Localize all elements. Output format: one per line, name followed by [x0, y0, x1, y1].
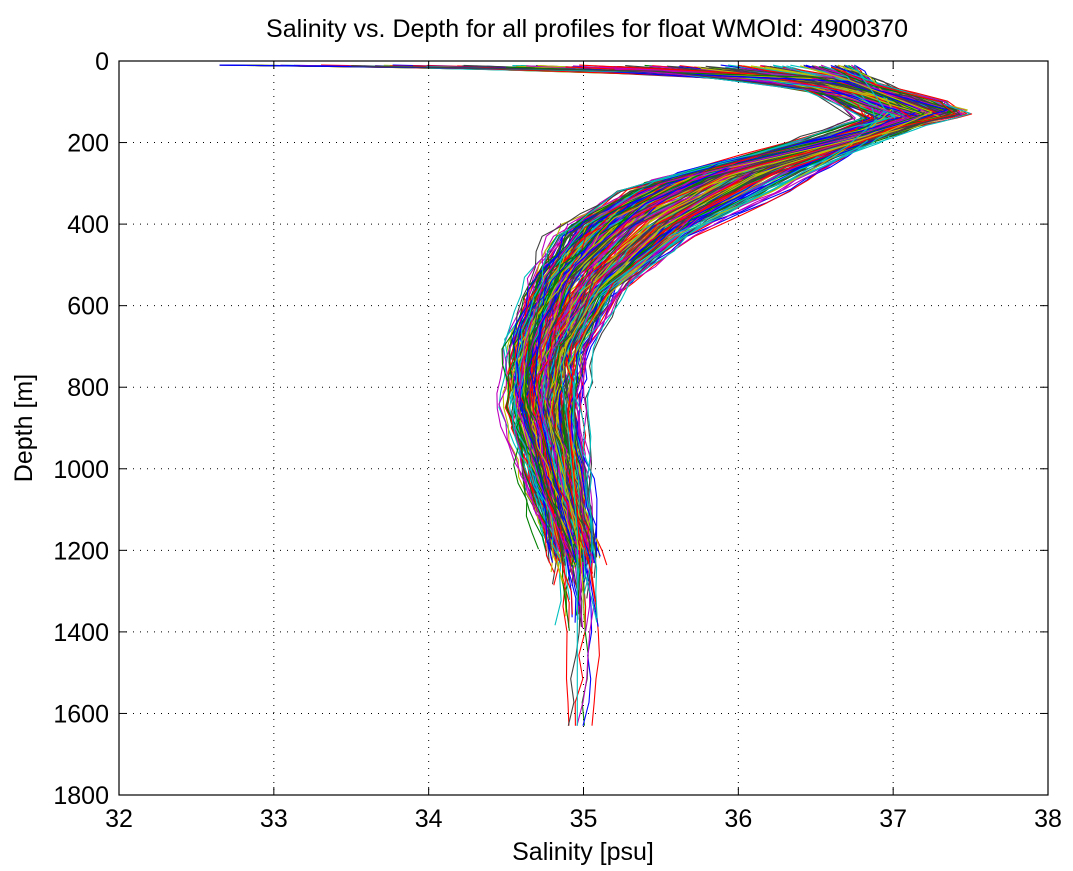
y-tick-label: 1000	[53, 456, 109, 484]
profile-line	[579, 66, 968, 566]
profile-line	[358, 65, 863, 557]
y-tick-label: 600	[67, 293, 109, 321]
profile-line	[219, 64, 922, 563]
profile-line	[555, 66, 945, 562]
x-tick-label: 32	[105, 805, 133, 833]
y-tick-label: 800	[67, 374, 109, 402]
axis-ticks: 32 33 34 35 36 37 38 0 200 400 600 800 1000 1200 1400 1…	[53, 48, 1062, 833]
y-axis-label: Depth [m]	[10, 374, 38, 482]
profile-line	[577, 66, 957, 569]
profile-line	[299, 65, 920, 559]
profile-line	[532, 66, 939, 548]
profile-line	[566, 66, 957, 567]
profile-line	[351, 65, 879, 557]
profile-line	[568, 66, 952, 565]
profile-line	[557, 66, 956, 567]
profile-line	[572, 66, 973, 564]
profile-line	[563, 66, 952, 558]
y-tick-label: 200	[67, 130, 109, 158]
profile-line	[559, 66, 944, 565]
profile-line	[355, 65, 866, 557]
profile-line	[566, 67, 956, 558]
profile-line	[563, 66, 953, 567]
profile-line	[569, 65, 934, 596]
profile-line	[585, 66, 971, 563]
profile-line	[564, 66, 961, 564]
y-tick-label: 1600	[53, 700, 109, 728]
profile-line	[361, 65, 865, 559]
profile-line	[558, 66, 946, 559]
profile-line	[564, 66, 964, 559]
y-tick-label: 0	[95, 48, 109, 76]
profile-line	[351, 65, 853, 557]
profile-line	[522, 65, 913, 550]
profile-line	[219, 64, 948, 563]
x-tick-label: 37	[879, 805, 907, 833]
profiles	[219, 64, 973, 726]
x-tick-label: 35	[570, 805, 598, 833]
profile-line	[556, 66, 935, 565]
y-tick-label: 400	[67, 211, 109, 239]
x-axis-label: Salinity [psu]	[512, 838, 654, 866]
profile-line	[561, 66, 939, 576]
profile-line	[571, 66, 950, 561]
chart-title: Salinity vs. Depth for all profiles for …	[266, 15, 908, 43]
profile-line	[506, 66, 925, 547]
profile-line	[553, 66, 939, 566]
profile-line	[570, 66, 954, 575]
profile-line	[551, 66, 947, 567]
y-tick-label: 1400	[53, 619, 109, 647]
profile-line	[571, 66, 955, 567]
profile-line	[548, 65, 933, 551]
profile-line	[570, 66, 949, 567]
profile-line	[564, 67, 955, 553]
x-tick-label: 38	[1034, 805, 1062, 833]
profile-line	[567, 64, 876, 623]
profile-line	[575, 66, 963, 564]
profile-line	[544, 65, 926, 552]
plot-area	[219, 64, 973, 726]
x-tick-label: 33	[260, 805, 288, 833]
profile-line	[573, 65, 933, 599]
y-tick-label: 1200	[53, 537, 109, 565]
profile-line	[426, 65, 896, 552]
y-tick-label: 1800	[53, 782, 109, 810]
grid-lines	[119, 61, 1048, 795]
profile-line	[567, 66, 956, 567]
profile-line	[584, 66, 963, 579]
profile-line	[572, 65, 956, 557]
profile-line	[567, 66, 966, 569]
profile-line	[219, 64, 968, 563]
x-tick-label: 34	[415, 805, 443, 833]
profile-line	[517, 68, 910, 539]
profile-line	[582, 66, 963, 565]
profile-line	[351, 65, 856, 557]
profile-line	[411, 65, 947, 552]
x-tick-label: 36	[724, 805, 752, 833]
profile-line	[558, 66, 950, 567]
profile-line	[569, 65, 947, 557]
profile-line	[560, 66, 961, 565]
profile-line	[352, 65, 868, 557]
profile-line	[570, 66, 948, 564]
profile-line	[560, 65, 940, 559]
profile-line	[552, 67, 946, 554]
